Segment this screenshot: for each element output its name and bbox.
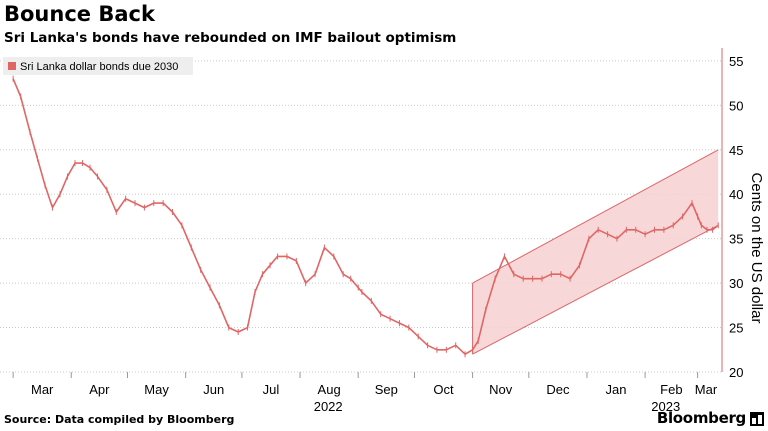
y-tick-label: 30 (729, 276, 743, 291)
y-tick-label: 25 (729, 321, 743, 336)
y-tick-label: 50 (729, 98, 743, 113)
legend-swatch (8, 62, 16, 70)
y-axis-title: Cents on the US dollar (748, 173, 765, 324)
x-tick-label: Mar (31, 382, 54, 397)
y-tick-label: 35 (729, 232, 743, 247)
x-tick-label: Feb (660, 382, 682, 397)
x-tick-label: Jun (203, 382, 224, 397)
legend-label: Sri Lanka dollar bonds due 2030 (20, 61, 178, 73)
channel-lower-line (472, 224, 719, 355)
x-tick-label: Sep (375, 382, 398, 397)
x-tick-label: Jan (606, 382, 627, 397)
brand-logo-icon (750, 412, 764, 426)
y-tick-label: 40 (729, 187, 743, 202)
channel-upper-line (472, 149, 719, 284)
y-tick-label: 45 (729, 143, 743, 158)
brand-wordmark: Bloomberg (656, 409, 746, 427)
x-tick-label: Aug (318, 382, 341, 397)
chart-subtitle: Sri Lanka's bonds have rebounded on IMF … (4, 30, 457, 46)
x-tick-label: Apr (89, 382, 110, 397)
x-tick-label: Nov (489, 382, 513, 397)
channel-band (472, 149, 719, 355)
chart-title: Bounce Back (4, 2, 155, 26)
legend-box (3, 57, 193, 75)
x-tick-label: Dec (546, 382, 570, 397)
y-tick-label: 20 (729, 365, 743, 380)
y-tick-label: 55 (729, 54, 743, 69)
x-year-label: 2022 (314, 399, 343, 414)
x-year-label: 2023 (651, 399, 680, 414)
x-tick-label: Jul (263, 382, 280, 397)
x-tick-label: Mar (695, 382, 718, 397)
source-note: Source: Data compiled by Bloomberg (4, 413, 235, 426)
x-tick-label: May (144, 382, 169, 397)
x-tick-label: Oct (433, 382, 454, 397)
